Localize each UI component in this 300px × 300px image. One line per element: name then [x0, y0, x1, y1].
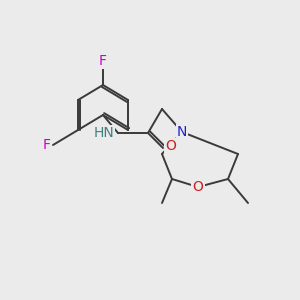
Text: HN: HN [93, 126, 114, 140]
Text: N: N [177, 125, 187, 139]
Text: O: O [193, 180, 203, 194]
Text: F: F [43, 138, 51, 152]
Text: F: F [99, 54, 107, 68]
Text: O: O [166, 139, 176, 153]
